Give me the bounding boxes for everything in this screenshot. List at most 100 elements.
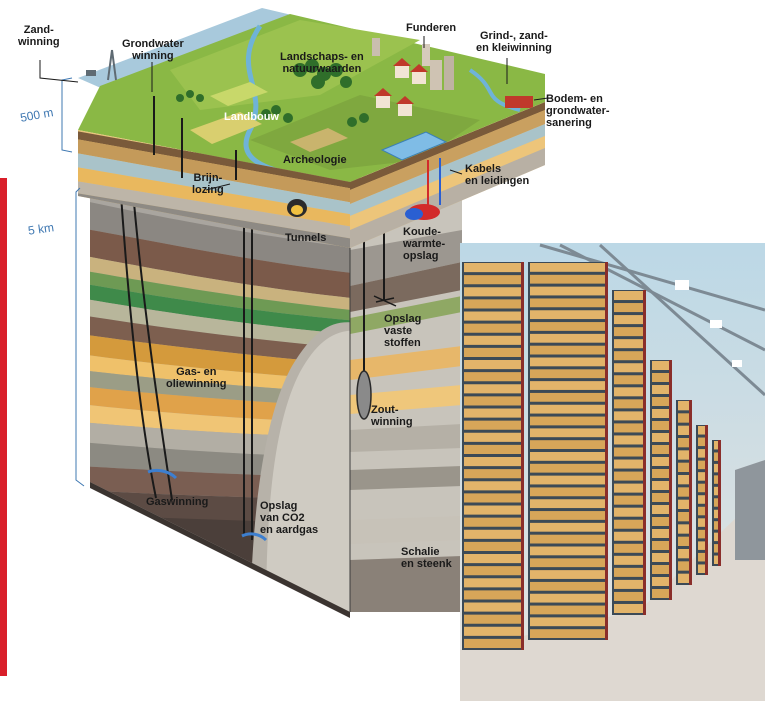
label-gas-oliewinning: Gas- en oliewinning <box>166 366 227 390</box>
core-box <box>530 286 606 296</box>
label-opslag-co2-aardgas: Opslag van CO2 en aardgas <box>260 500 319 536</box>
core-box <box>614 543 644 553</box>
core-box <box>464 590 522 600</box>
core-box <box>614 579 644 589</box>
leader-lines <box>39 36 549 191</box>
core-box <box>464 408 522 418</box>
core-box <box>652 541 670 550</box>
core-box <box>678 401 690 411</box>
core-box <box>464 566 522 576</box>
label-schalie-steenkool: Schalie en steenk <box>401 546 452 570</box>
label-zandwinning: Zand- winning <box>18 24 60 48</box>
core-box <box>464 541 522 551</box>
core-box <box>614 351 644 361</box>
core-box <box>614 567 644 577</box>
core-box <box>614 303 644 313</box>
core-box <box>714 475 719 484</box>
core-box <box>652 433 670 442</box>
core-box <box>678 475 690 485</box>
core-box <box>652 517 670 526</box>
core-box <box>530 274 606 284</box>
core-box <box>530 428 606 438</box>
core-box <box>464 311 522 321</box>
core-box <box>530 452 606 461</box>
core-box <box>530 298 606 308</box>
core-box <box>614 339 644 349</box>
core-box <box>678 561 690 571</box>
rack-post <box>689 400 692 585</box>
label-archeologie: Archeologie <box>283 154 347 166</box>
red-accent-bar <box>0 178 7 676</box>
core-box <box>698 518 706 527</box>
core-box <box>530 381 606 390</box>
core-box <box>464 457 522 467</box>
core-box <box>652 529 670 538</box>
core-box <box>698 541 706 550</box>
core-box <box>530 617 606 627</box>
core-box <box>714 486 719 496</box>
core-box <box>678 512 690 522</box>
rack-post <box>718 440 721 566</box>
core-box <box>698 552 706 562</box>
core-box <box>530 263 606 272</box>
label-zoutwinning: Zout- winning <box>371 404 413 428</box>
label-landbouw: Landbouw <box>224 111 279 123</box>
core-box <box>652 493 670 502</box>
core-box <box>530 369 606 379</box>
core-box <box>714 463 719 473</box>
core-box <box>530 558 606 568</box>
core-box <box>464 505 522 515</box>
core-box <box>652 565 670 574</box>
rack-post <box>605 262 608 640</box>
core-box <box>464 638 522 648</box>
core-box <box>464 432 522 442</box>
core-box <box>530 511 606 520</box>
core-box <box>714 532 719 542</box>
core-box <box>614 435 644 445</box>
core-box <box>698 437 706 447</box>
core-box <box>614 495 644 505</box>
core-box <box>652 481 670 490</box>
core-box <box>652 553 670 562</box>
core-box <box>698 495 706 504</box>
label-gaswinning: Gaswinning <box>146 496 209 508</box>
core-box <box>678 536 690 546</box>
label-bodem-grondwatersanering: Bodem- en grondwater- sanering <box>546 93 610 129</box>
shallow-block <box>78 8 545 248</box>
core-box <box>464 360 522 370</box>
core-box <box>530 570 606 579</box>
core-box <box>678 573 690 583</box>
core-box <box>614 447 644 457</box>
core-box <box>530 475 606 485</box>
core-box <box>652 397 670 406</box>
core-box <box>698 449 706 458</box>
core-box <box>530 499 606 509</box>
rack-post <box>521 262 524 650</box>
core-box <box>530 534 606 544</box>
core-box <box>464 420 522 430</box>
core-box <box>530 593 606 603</box>
core-box <box>464 493 522 503</box>
label-brijnlozing: Brijn- lozing <box>192 172 224 196</box>
core-box <box>652 361 670 370</box>
core-box <box>614 315 644 325</box>
core-box <box>698 506 706 516</box>
core-box <box>530 416 606 426</box>
core-box <box>678 487 690 497</box>
core-box <box>652 469 670 478</box>
core-box <box>614 363 644 373</box>
core-box <box>530 392 606 402</box>
core-box <box>464 335 522 345</box>
label-grind-zand-kleiwinning: Grind-, zand- en kleiwinning <box>476 30 552 54</box>
core-box <box>614 507 644 517</box>
core-box <box>698 460 706 470</box>
core-box <box>614 555 644 565</box>
core-box <box>614 531 644 541</box>
core-box <box>652 457 670 466</box>
core-box <box>614 591 644 601</box>
core-box <box>464 275 522 285</box>
core-box <box>530 310 606 320</box>
core-box <box>714 441 719 450</box>
core-box <box>678 524 690 534</box>
